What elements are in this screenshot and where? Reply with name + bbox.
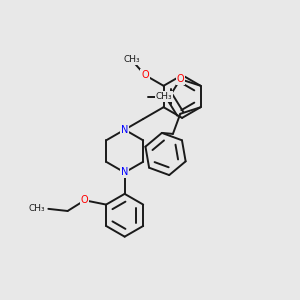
Text: O: O bbox=[176, 74, 184, 84]
Text: O: O bbox=[141, 70, 149, 80]
Text: CH₃: CH₃ bbox=[123, 56, 140, 64]
Text: CH₃: CH₃ bbox=[156, 92, 172, 101]
Text: O: O bbox=[81, 195, 88, 205]
Text: CH₃: CH₃ bbox=[28, 204, 45, 213]
Text: N: N bbox=[121, 125, 128, 135]
Text: N: N bbox=[121, 167, 128, 178]
